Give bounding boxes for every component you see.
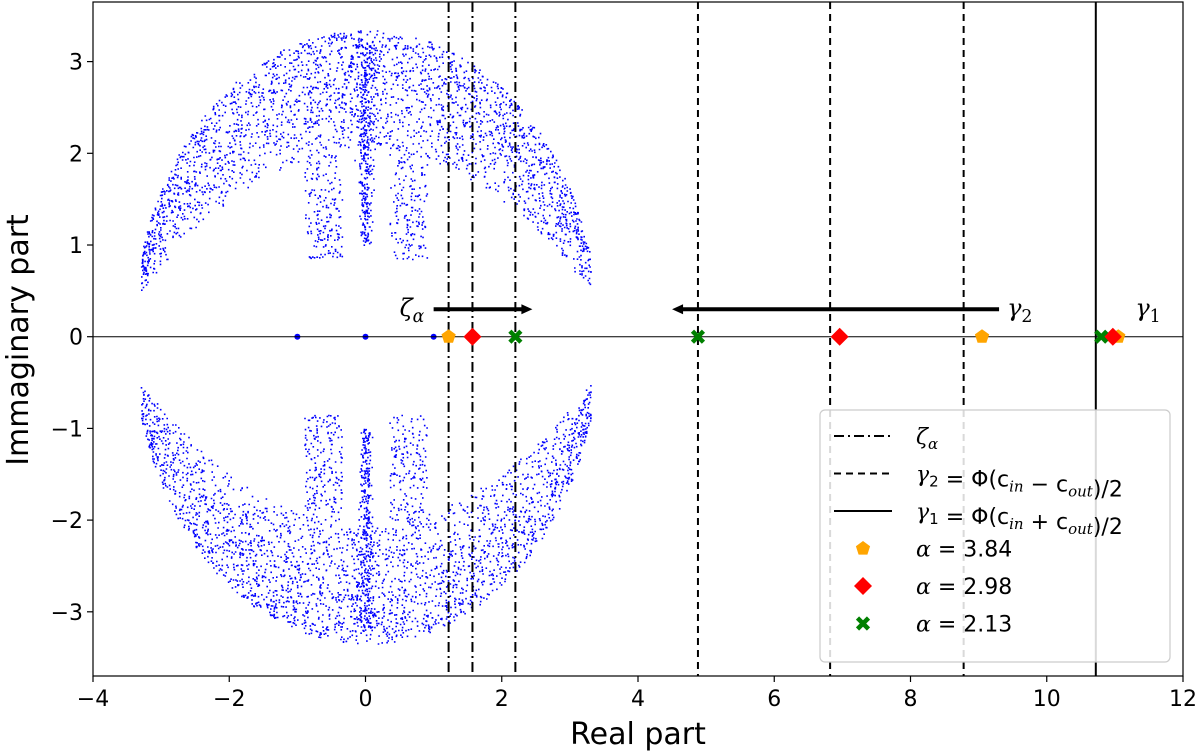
x-tick-label: 12	[1169, 687, 1197, 712]
legend-label: α = 2.13	[916, 613, 1012, 638]
x-tick-label: 6	[767, 687, 781, 712]
y-tick-label: 1	[69, 234, 83, 259]
legend-marker-diamond	[854, 577, 872, 595]
marker-x	[690, 329, 706, 344]
marker-x	[1094, 329, 1109, 344]
y-axis-title: Immaginary part	[1, 214, 36, 466]
legend-marker-x	[855, 616, 871, 631]
x-stroke	[855, 616, 871, 631]
x-stroke	[508, 329, 523, 344]
y-tick-label: 0	[69, 326, 83, 351]
marker-pentagon	[441, 329, 456, 343]
legend-label: α = 3.84	[916, 538, 1012, 563]
legend: ζα γ2 = Φ(cin − cout)/2γ1 = Φ(cin + cout)…	[819, 409, 1171, 663]
legend-label: γ1 = Φ(cin + cout)/2	[916, 500, 1123, 540]
arrow-head	[521, 304, 533, 315]
y-tick-label: −3	[51, 601, 83, 626]
marker-diamond	[830, 327, 849, 346]
alpha-markers	[441, 327, 1126, 346]
legend-label: ζα	[916, 425, 938, 453]
legend-label: γ2 = Φ(cin − cout)/2	[916, 463, 1123, 503]
marker-diamond	[463, 327, 482, 346]
x-tick-label: −2	[213, 687, 245, 712]
x-stroke	[690, 329, 706, 344]
x-axis-title: Real part	[570, 717, 706, 752]
y-tick-label: 3	[69, 51, 83, 76]
legend-marker-pentagon	[855, 541, 871, 555]
x-tick-label: 4	[631, 687, 645, 712]
x-tick-label: 10	[1033, 687, 1061, 712]
marker-x	[508, 329, 523, 344]
marker-diamond	[1103, 327, 1122, 346]
eigenvalue-cloud	[140, 30, 592, 645]
x-tick-label: 8	[904, 687, 918, 712]
arrow-label: γ2	[1007, 294, 1032, 327]
y-tick-label: −1	[51, 417, 83, 442]
arrow-label: ζα	[400, 294, 425, 327]
x-stroke	[1094, 329, 1109, 344]
arrows: ζα γ2 γ1	[400, 294, 1161, 327]
y-tick-label: −2	[51, 509, 83, 534]
gamma1-label: γ1	[1135, 294, 1160, 327]
marker-pentagon	[974, 329, 990, 343]
x-tick-label: 2	[495, 687, 509, 712]
x-tick-label: −4	[77, 687, 109, 712]
arrow-head	[672, 304, 684, 315]
legend-label: α = 2.98	[916, 575, 1012, 600]
legend-box	[819, 409, 1171, 663]
y-tick-label: 2	[69, 142, 83, 167]
x-tick-label: 0	[359, 687, 373, 712]
